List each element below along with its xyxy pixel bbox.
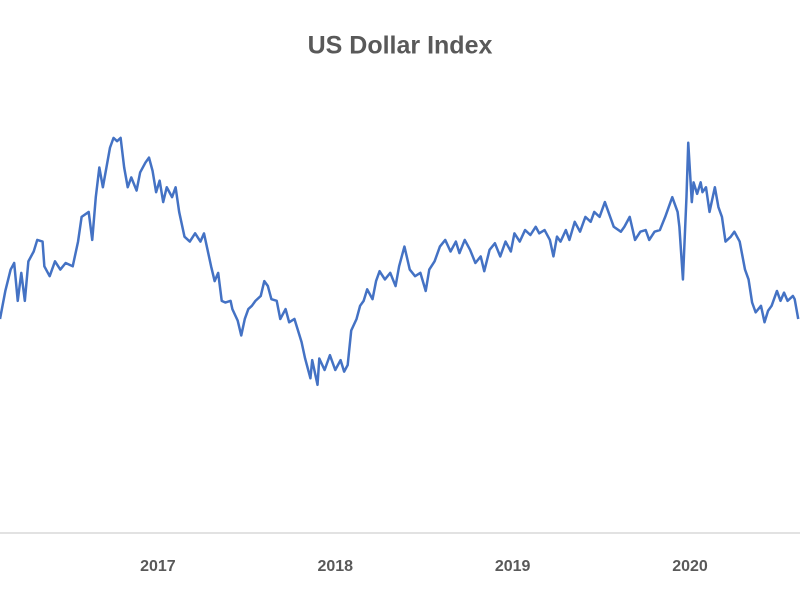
- chart-title: US Dollar Index: [308, 32, 493, 60]
- x-tick-label: 2020: [672, 558, 708, 575]
- x-tick-label: 2018: [317, 558, 353, 575]
- data-line: [0, 136, 800, 387]
- x-tick-label: 2017: [140, 558, 176, 575]
- x-tick-label: 2019: [495, 558, 531, 575]
